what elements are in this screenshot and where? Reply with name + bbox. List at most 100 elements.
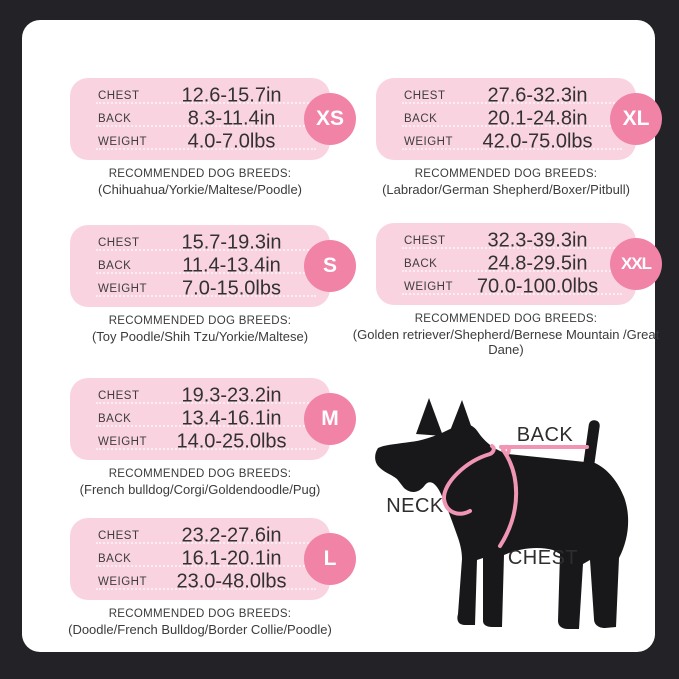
measure-row-back: BACK 8.3-11.4in — [96, 107, 330, 130]
recommended-title: RECOMMENDED DOG BREEDS: — [108, 315, 292, 327]
size-card-s: CHEST 15.7-19.3in BACK 11.4-13.4in WEIGH… — [70, 225, 356, 307]
chest-label: CHEST — [98, 390, 140, 402]
recommended-breeds: (French bulldog/Corgi/Goldendoodle/Pug) — [79, 482, 321, 497]
back-value: 11.4-13.4in — [182, 254, 281, 277]
dotted-leader — [402, 247, 622, 249]
back-label: BACK — [404, 113, 438, 125]
dog-tail — [583, 420, 600, 470]
dotted-leader — [402, 125, 622, 127]
size-badge-xl: XL — [610, 93, 662, 145]
recommended-title: RECOMMENDED DOG BREEDS: — [108, 608, 292, 620]
recommended-breeds: (Labrador/German Shepherd/Boxer/Pitbull) — [382, 182, 630, 197]
size-group-m: CHEST 19.3-23.2in BACK 13.4-16.1in WEIGH… — [70, 378, 356, 497]
dotted-leader — [96, 402, 316, 404]
weight-value: 42.0-75.0lbs — [482, 130, 593, 153]
measure-row-back: BACK 11.4-13.4in — [96, 254, 330, 277]
measure-row-chest: CHEST 19.3-23.2in — [96, 384, 330, 407]
size-group-xxl: CHEST 32.3-39.3in BACK 24.8-29.5in WEIGH… — [353, 223, 662, 357]
dotted-leader — [96, 102, 316, 104]
size-badge-xs: XS — [304, 93, 356, 145]
chest-value: 27.6-32.3in — [487, 84, 588, 107]
weight-label: WEIGHT — [98, 576, 147, 588]
chest-label: CHEST — [98, 237, 140, 249]
recommended-title: RECOMMENDED DOG BREEDS: — [414, 168, 598, 180]
size-badge-l: L — [304, 533, 356, 585]
diagram-chest-label: CHEST — [507, 547, 579, 569]
weight-label: WEIGHT — [98, 283, 147, 295]
dotted-leader — [402, 102, 622, 104]
recommended-block: RECOMMENDED DOG BREEDS: (Chihuahua/Yorki… — [43, 167, 357, 197]
size-card-xl: CHEST 27.6-32.3in BACK 20.1-24.8in WEIGH… — [376, 78, 662, 160]
measure-row-weight: WEIGHT 42.0-75.0lbs — [402, 130, 636, 153]
measure-row-weight: WEIGHT 4.0-7.0lbs — [96, 130, 330, 153]
measure-row-back: BACK 16.1-20.1in — [96, 547, 330, 570]
back-measure-line — [499, 445, 589, 449]
dotted-leader — [96, 565, 316, 567]
dotted-leader — [96, 542, 316, 544]
dotted-leader — [402, 293, 622, 295]
dog-ear — [448, 400, 476, 440]
size-card-m: CHEST 19.3-23.2in BACK 13.4-16.1in WEIGH… — [70, 378, 356, 460]
back-value: 8.3-11.4in — [187, 107, 276, 130]
chest-label: CHEST — [404, 235, 446, 247]
recommended-block: RECOMMENDED DOG BREEDS: (Golden retrieve… — [349, 312, 663, 357]
dotted-leader — [96, 125, 316, 127]
recommended-block: RECOMMENDED DOG BREEDS: (Labrador/German… — [349, 167, 663, 197]
measure-row-weight: WEIGHT 7.0-15.0lbs — [96, 277, 330, 300]
dotted-leader — [96, 448, 316, 450]
measure-row-chest: CHEST 23.2-27.6in — [96, 524, 330, 547]
diagram-back-label: BACK — [516, 424, 574, 446]
back-label: BACK — [98, 553, 132, 565]
recommended-breeds: (Chihuahua/Yorkie/Maltese/Poodle) — [97, 182, 303, 197]
chest-value: 12.6-15.7in — [181, 84, 282, 107]
measure-row-back: BACK 24.8-29.5in — [402, 252, 636, 275]
chest-value: 23.2-27.6in — [181, 524, 282, 547]
size-card-xs: CHEST 12.6-15.7in BACK 8.3-11.4in WEIGHT… — [70, 78, 356, 160]
dotted-leader — [96, 588, 316, 590]
size-badge-s: S — [304, 240, 356, 292]
measure-row-weight: WEIGHT 14.0-25.0lbs — [96, 431, 330, 453]
chest-value: 15.7-19.3in — [181, 231, 282, 254]
recommended-title: RECOMMENDED DOG BREEDS: — [108, 168, 292, 180]
back-label: BACK — [98, 260, 132, 272]
dotted-leader — [96, 272, 316, 274]
back-value: 13.4-16.1in — [181, 407, 282, 430]
weight-value: 4.0-7.0lbs — [187, 130, 276, 153]
size-group-l: CHEST 23.2-27.6in BACK 16.1-20.1in WEIGH… — [68, 518, 356, 637]
dotted-leader — [402, 270, 622, 272]
back-value: 16.1-20.1in — [181, 547, 282, 570]
size-group-s: CHEST 15.7-19.3in BACK 11.4-13.4in WEIGH… — [70, 225, 356, 344]
size-card-l: CHEST 23.2-27.6in BACK 16.1-20.1in WEIGH… — [70, 518, 356, 600]
dog-ear — [416, 398, 443, 436]
measure-row-chest: CHEST 32.3-39.3in — [402, 230, 636, 252]
back-label: BACK — [98, 113, 132, 125]
recommended-block: RECOMMENDED DOG BREEDS: (French bulldog/… — [43, 467, 357, 497]
measure-row-weight: WEIGHT 23.0-48.0lbs — [96, 571, 330, 593]
dotted-leader — [96, 148, 316, 150]
recommended-block: RECOMMENDED DOG BREEDS: (Toy Poodle/Shih… — [43, 314, 357, 344]
weight-label: WEIGHT — [98, 436, 147, 448]
back-value: 24.8-29.5in — [487, 252, 588, 275]
dog-silhouette-icon — [375, 398, 629, 629]
size-group-xs: CHEST 12.6-15.7in BACK 8.3-11.4in WEIGHT… — [70, 78, 356, 197]
recommended-breeds: (Doodle/French Bulldog/Border Collie/Poo… — [68, 622, 332, 637]
recommended-title: RECOMMENDED DOG BREEDS: — [414, 313, 598, 325]
measure-row-chest: CHEST 15.7-19.3in — [96, 231, 330, 254]
measure-row-back: BACK 13.4-16.1in — [96, 407, 330, 430]
measure-row-weight: WEIGHT 70.0-100.0lbs — [402, 275, 636, 298]
dotted-leader — [96, 249, 316, 251]
weight-label: WEIGHT — [98, 136, 147, 148]
recommended-title: RECOMMENDED DOG BREEDS: — [108, 468, 292, 480]
size-card-xxl: CHEST 32.3-39.3in BACK 24.8-29.5in WEIGH… — [376, 223, 662, 305]
dog-measurement-diagram: BACK NECK CHEST — [372, 388, 664, 640]
weight-label: WEIGHT — [404, 281, 453, 293]
dotted-leader — [96, 425, 316, 427]
recommended-breeds: (Toy Poodle/Shih Tzu/Yorkie/Maltese) — [91, 329, 309, 344]
chest-value: 19.3-23.2in — [181, 384, 282, 407]
weight-value: 7.0-15.0lbs — [182, 277, 281, 300]
weight-value: 70.0-100.0lbs — [476, 275, 599, 298]
measure-row-chest: CHEST 27.6-32.3in — [402, 84, 636, 107]
chest-label: CHEST — [98, 90, 140, 102]
diagram-neck-label: NECK — [386, 495, 444, 517]
size-badge-xxl: XXL — [610, 238, 662, 290]
